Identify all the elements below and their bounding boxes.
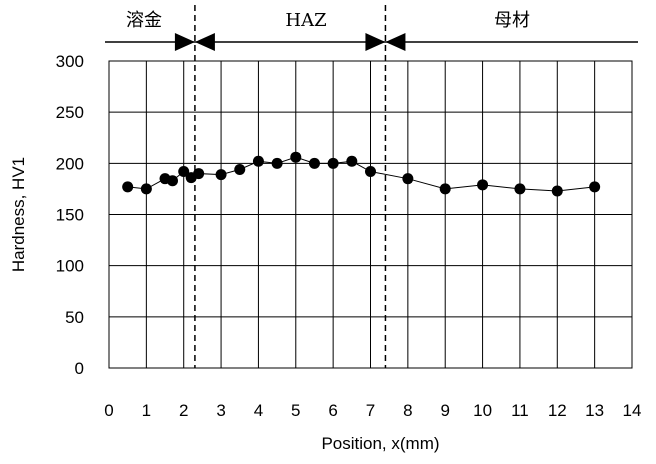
region-label: 溶金 — [126, 10, 162, 31]
region-label: HAZ — [285, 10, 326, 31]
x-tick-label: 10 — [473, 401, 492, 420]
data-point-square — [168, 176, 177, 185]
arrowhead-right — [365, 33, 386, 51]
x-tick-label: 4 — [254, 401, 263, 420]
data-point-square — [194, 169, 203, 178]
data-point-square — [515, 184, 524, 193]
data-point-square — [291, 153, 300, 162]
y-tick-label: 50 — [65, 308, 84, 327]
data-point-square — [478, 180, 487, 189]
x-tick-label: 5 — [291, 401, 300, 420]
data-point-square — [123, 182, 132, 191]
data-point-square — [347, 157, 356, 166]
x-tick-label: 11 — [511, 401, 529, 420]
plot-border — [108, 60, 633, 369]
data-point-square — [179, 167, 188, 176]
y-tick-label: 100 — [56, 257, 84, 276]
data-point-square — [553, 186, 562, 195]
x-tick-label: 8 — [403, 401, 412, 420]
y-tick-label: 150 — [56, 206, 84, 225]
data-point-square — [187, 173, 196, 182]
x-tick-label: 14 — [623, 401, 642, 420]
x-tick-label: 12 — [548, 401, 567, 420]
region-annotations: 溶金 HAZ 母材 — [105, 5, 638, 368]
data-point-square — [590, 182, 599, 191]
y-tick-label: 300 — [56, 52, 84, 71]
data-point-square — [273, 159, 282, 168]
data-point-square — [235, 165, 244, 174]
arrowhead-left — [194, 33, 215, 51]
x-tick-label: 2 — [179, 401, 188, 420]
data-point-square — [217, 170, 226, 179]
data-point-square — [142, 184, 151, 193]
arrowhead-left — [385, 33, 406, 51]
y-tick-label: 0 — [75, 359, 84, 378]
x-tick-label: 6 — [328, 401, 337, 420]
data-point-square — [366, 167, 375, 176]
x-tick-label: 13 — [585, 401, 604, 420]
data-point-square — [441, 184, 450, 193]
series-line — [127, 156, 595, 192]
data-point-square — [403, 174, 412, 183]
x-tick-label: 9 — [440, 401, 449, 420]
grid-lines — [108, 60, 633, 369]
x-axis-title: Position, x(mm) — [321, 434, 439, 453]
y-tick-label: 250 — [56, 103, 84, 122]
x-tick-label: 7 — [366, 401, 375, 420]
region-label: 母材 — [494, 10, 530, 31]
x-tick-label: 3 — [216, 401, 225, 420]
x-tick-label: 0 — [104, 401, 113, 420]
x-tick-label: 1 — [142, 401, 151, 420]
data-point-square — [161, 174, 170, 183]
data-point-square — [310, 159, 319, 168]
data-point-square — [329, 159, 338, 168]
data-series — [122, 151, 601, 197]
arrowhead-right — [174, 33, 195, 51]
data-point-square — [254, 157, 263, 166]
y-tick-label: 200 — [56, 154, 84, 173]
y-axis-title: Hardness, HV1 — [9, 157, 28, 272]
